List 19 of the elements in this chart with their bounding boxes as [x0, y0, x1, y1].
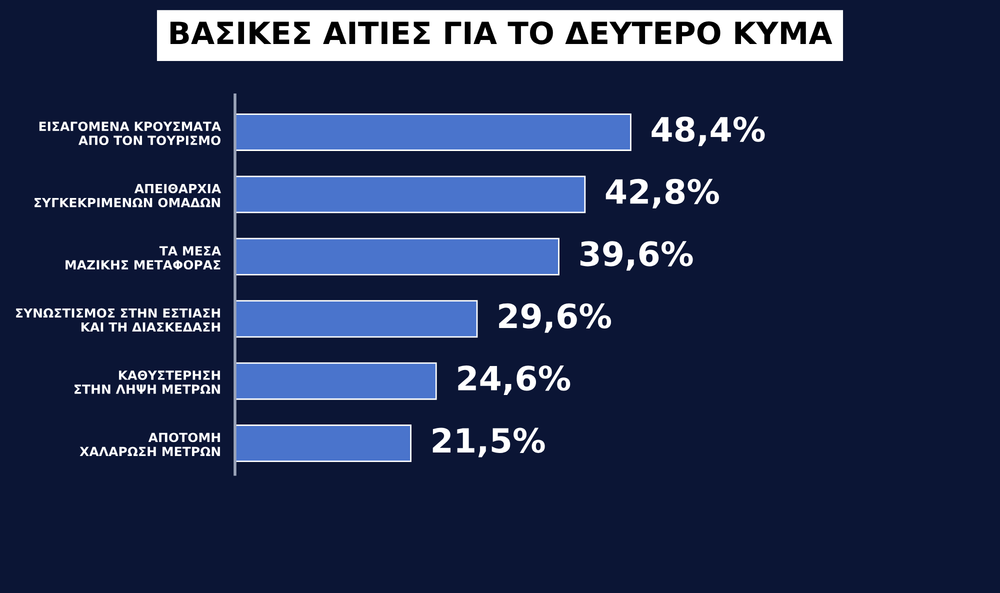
- data-label: 48,4%: [652, 116, 765, 146]
- data-label: 24,6%: [458, 366, 570, 396]
- bar: [235, 176, 586, 214]
- data-label: 42,8%: [606, 178, 719, 208]
- y-tick-label: ΚΑΘΥΣΤΕΡΗΣΗ ΣΤΗΝ ΛΗΨΗ ΜΕΤΡΩΝ: [74, 370, 220, 394]
- y-tick-label: ΑΠΕΙΘΑΡΧΙΑ ΣΥΓΚΕΚΡΙΜΕΝΩΝ ΟΜΑΔΩΝ: [34, 184, 222, 208]
- bar: [235, 424, 412, 462]
- bar: [235, 238, 560, 276]
- chart-title: ΒΑΣΙΚΕΣ ΑΙΤΙΕΣ ΓΙΑ ΤΟ ΔΕΥΤΕΡΟ ΚΥΜΑ: [170, 21, 832, 44]
- y-tick-label: ΤΑ ΜΕΣΑ ΜΑΖΙΚΗΣ ΜΕΤΑΦΟΡΑΣ: [66, 246, 222, 270]
- y-tick-label: ΕΙΣΑΓΟΜΕΝΑ ΚΡΟΥΣΜΑΤΑ ΑΠΟ ΤΟΝ ΤΟΥΡΙΣΜΟ: [39, 122, 222, 146]
- y-tick-label: ΑΠΟΤΟΜΗ ΧΑΛΑΡΩΣΗ ΜΕΤΡΩΝ: [80, 432, 220, 456]
- data-label: 29,6%: [499, 303, 612, 333]
- bar: [235, 362, 437, 400]
- data-label: 39,6%: [580, 241, 693, 271]
- data-label: 21,5%: [432, 428, 545, 458]
- bar: [235, 113, 632, 151]
- bar: [235, 300, 478, 338]
- y-tick-label: ΣΥΝΩΣΤΙΣΜΟΣ ΣΤΗΝ ΕΣΤΙΑΣΗ ΚΑΙ ΤΗ ΔΙΑΣΚΕΔΑΣΗ: [16, 308, 220, 332]
